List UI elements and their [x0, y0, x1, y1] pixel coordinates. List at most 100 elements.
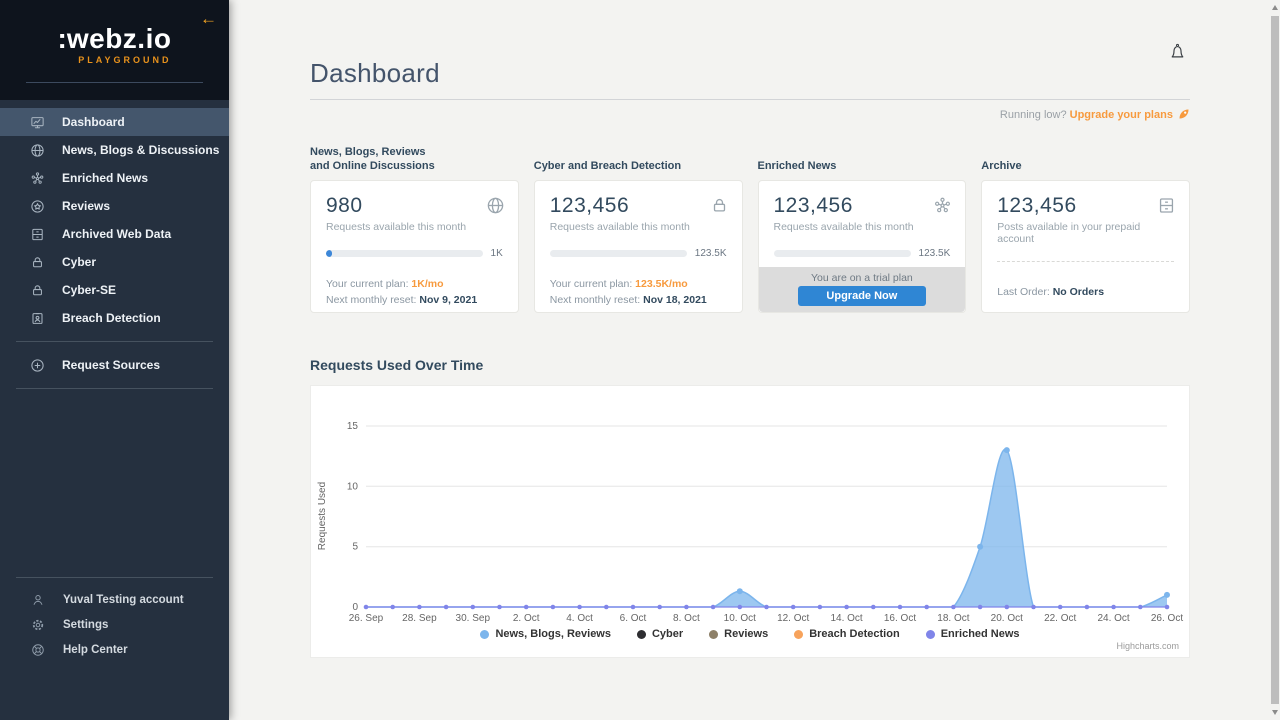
svg-text:8. Oct: 8. Oct: [673, 613, 700, 624]
card-label: Cyber and Breach Detection: [533, 160, 682, 172]
sidebar-item-cyber-se[interactable]: Cyber-SE: [0, 276, 229, 304]
sidebar-item-archived-web-data[interactable]: Archived Web Data: [0, 220, 229, 248]
legend-item-enriched-news[interactable]: Enriched News: [925, 628, 1020, 640]
posts-available-value: 123,456: [997, 194, 1077, 217]
sidebar-item-breach-detection[interactable]: Breach Detection: [0, 304, 229, 332]
sidebar-item-dashboard[interactable]: Dashboard: [0, 108, 229, 136]
card-subtitle: Requests available this month: [326, 221, 467, 233]
requests-used-chart: Requests Used 0 5 10 15 26. Sep 28. Sep 30. Sep…: [317, 421, 1183, 624]
sidebar-item-label: Cyber-SE: [62, 283, 117, 297]
notifications-bell-icon[interactable]: [1169, 40, 1186, 66]
sidebar-divider: [16, 341, 213, 342]
plus-circle-icon: [30, 358, 45, 373]
archive-cabinet-icon: [1157, 196, 1176, 220]
legend-dot-icon: [636, 629, 646, 639]
card-subtitle: Requests available this month: [549, 221, 690, 233]
quota-progress: 123.5K: [773, 248, 951, 259]
card-enriched-news: Enriched News 123,456 Requests available…: [757, 143, 967, 313]
chart-legend: News, Blogs, Reviews Cyber Reviews Breach D…: [311, 628, 1189, 640]
sidebar-item-label: Settings: [63, 618, 109, 631]
svg-text:Requests Used: Requests Used: [317, 482, 328, 550]
sidebar-item-enriched-news[interactable]: Enriched News: [0, 164, 229, 192]
card-news-blogs: News, Blogs, Reviews and Online Discussi…: [310, 143, 519, 313]
card-label: Archive: [981, 160, 1022, 172]
svg-text:15: 15: [347, 421, 359, 432]
sidebar-item-cyber[interactable]: Cyber: [0, 248, 229, 276]
sidebar: ← :webz.io PLAYGROUND Dashboard News, Blo…: [0, 0, 229, 720]
id-badge-icon: [30, 311, 45, 326]
upgrade-row: Running low? Upgrade your plans: [310, 108, 1190, 123]
trial-plan-text: You are on a trial plan: [810, 272, 913, 284]
scrollbar-down-arrow-icon[interactable]: [1272, 710, 1278, 715]
card-subtitle: Requests available this month: [773, 221, 914, 233]
asterisk-icon: [933, 196, 952, 220]
sidebar-footer: Yuval Testing account Settings Help Center: [0, 587, 229, 662]
svg-text:10. Oct: 10. Oct: [724, 613, 756, 624]
sidebar-item-label: Yuval Testing account: [63, 593, 184, 606]
quota-max-label: 123.5K: [694, 248, 727, 259]
sidebar-item-request-sources[interactable]: Request Sources: [0, 351, 229, 379]
sidebar-item-news-blogs-discussions[interactable]: News, Blogs & Discussions: [0, 136, 229, 164]
svg-text:2. Oct: 2. Oct: [513, 613, 540, 624]
svg-text:6. Oct: 6. Oct: [620, 613, 647, 624]
legend-dot-icon: [709, 629, 719, 639]
legend-item-breach-detection[interactable]: Breach Detection: [794, 628, 900, 640]
sidebar-item-label: Reviews: [62, 199, 111, 213]
star-circle-icon: [30, 199, 45, 214]
title-divider: [310, 99, 1190, 100]
quota-max-label: 123.5K: [918, 248, 951, 259]
highcharts-credit: Highcharts.com: [1116, 641, 1179, 651]
person-icon: [31, 593, 45, 607]
logo-text: :webz.io: [57, 23, 172, 54]
svg-text:30. Sep: 30. Sep: [456, 613, 491, 624]
sidebar-item-settings[interactable]: Settings: [0, 612, 229, 637]
card-label: News, Blogs, Reviews and Online Discussi…: [310, 146, 435, 172]
svg-text:22. Oct: 22. Oct: [1044, 613, 1076, 624]
upgrade-now-button[interactable]: Upgrade Now: [797, 286, 926, 306]
globe-icon: [30, 143, 45, 158]
svg-text:0: 0: [352, 602, 358, 613]
monthly-reset-line: Next monthly reset: Nov 18, 2021: [549, 294, 707, 306]
logo-tagline: PLAYGROUND: [78, 55, 172, 65]
legend-item-news-blogs-reviews[interactable]: News, Blogs, Reviews: [480, 628, 611, 640]
logo: :webz.io PLAYGROUND: [0, 0, 229, 68]
upgrade-prefix: Running low?: [999, 109, 1067, 121]
sidebar-collapse-arrow-icon[interactable]: ←: [200, 9, 217, 28]
svg-text:20. Oct: 20. Oct: [991, 613, 1023, 624]
card-archive: Archive 123,456 Posts available in your …: [981, 143, 1190, 313]
gear-icon: [31, 618, 45, 632]
svg-text:12. Oct: 12. Oct: [777, 613, 809, 624]
svg-text:14. Oct: 14. Oct: [830, 613, 862, 624]
main-content: Dashboard Running low? Upgrade your plan…: [229, 0, 1270, 720]
cabinet-icon: [30, 227, 45, 242]
sidebar-item-label: Request Sources: [62, 358, 161, 372]
legend-dot-icon: [480, 629, 490, 639]
svg-text:26. Sep: 26. Sep: [349, 613, 384, 624]
sidebar-item-label: Cyber: [62, 255, 97, 269]
svg-text:5: 5: [352, 542, 358, 553]
sidebar-item-label: Help Center: [63, 643, 128, 656]
svg-text:28. Sep: 28. Sep: [402, 613, 437, 624]
sidebar-item-label: Dashboard: [62, 115, 125, 129]
legend-item-cyber[interactable]: Cyber: [636, 628, 683, 640]
upgrade-plans-link[interactable]: Upgrade your plans: [1069, 109, 1173, 121]
sidebar-item-reviews[interactable]: Reviews: [0, 192, 229, 220]
svg-text:24. Oct: 24. Oct: [1097, 613, 1129, 624]
sidebar-item-label: Enriched News: [62, 171, 149, 185]
vertical-scrollbar[interactable]: [1270, 0, 1280, 720]
scrollbar-thumb[interactable]: [1271, 16, 1279, 704]
globe-icon: [486, 196, 505, 220]
svg-text:26. Oct: 26. Oct: [1151, 613, 1183, 624]
sidebar-item-help-center[interactable]: Help Center: [0, 637, 229, 662]
svg-text:18. Oct: 18. Oct: [937, 613, 969, 624]
sidebar-item-yuval-testing-account[interactable]: Yuval Testing account: [0, 587, 229, 612]
quota-progress: 123.5K: [549, 248, 727, 259]
legend-item-reviews[interactable]: Reviews: [709, 628, 768, 640]
monthly-reset-line: Next monthly reset: Nov 9, 2021: [326, 294, 478, 306]
trial-plan-footer: You are on a trial plan Upgrade Now: [758, 267, 966, 312]
page-title: Dashboard: [310, 58, 440, 88]
sidebar-divider: [16, 577, 213, 578]
chart-heading: Requests Used Over Time: [310, 357, 484, 373]
quota-cards: News, Blogs, Reviews and Online Discussi…: [310, 143, 1190, 313]
scrollbar-up-arrow-icon[interactable]: [1272, 5, 1278, 10]
